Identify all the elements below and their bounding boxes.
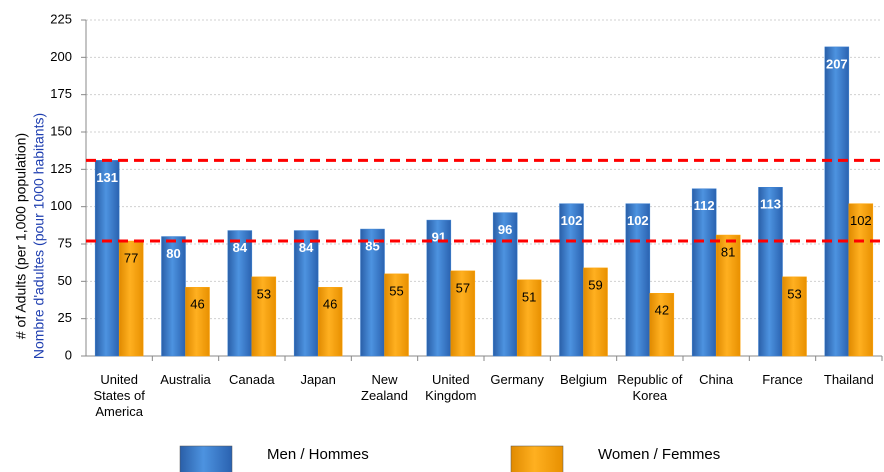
data-label: 51	[522, 289, 536, 304]
y-tick-label: 75	[58, 235, 72, 250]
data-label: 84	[233, 240, 248, 255]
x-tick-label: China	[699, 372, 734, 387]
legend-label: Men / Hommes	[267, 446, 369, 463]
bar	[94, 160, 120, 357]
y-axis-label: # of Adults (per 1,000 population)	[13, 133, 29, 339]
data-label: 53	[787, 286, 801, 301]
y-tick-label: 100	[50, 198, 72, 213]
bar	[426, 219, 452, 357]
bar	[649, 293, 675, 357]
x-tick-label: France	[762, 372, 803, 387]
bar	[384, 273, 409, 357]
x-tick-label: Japan	[300, 372, 336, 387]
y-tick-label: 150	[50, 123, 72, 138]
legend-swatch	[510, 445, 564, 472]
bar	[758, 187, 783, 357]
data-label: 57	[456, 280, 470, 295]
bar	[185, 287, 210, 357]
legend-label: Women / Femmes	[598, 446, 720, 463]
y-tick-label: 50	[58, 273, 72, 288]
data-label: 102	[627, 213, 649, 228]
y-axis-label-fr: Nombre d'adultes (pour 1000 habitants)	[31, 113, 47, 359]
bar	[450, 270, 476, 357]
x-tick-label: Thailand	[823, 372, 874, 387]
bar	[492, 212, 518, 357]
x-tick-label: Republic of Korea	[617, 372, 683, 403]
y-tick-label: 175	[50, 86, 72, 101]
bar	[118, 240, 144, 357]
y-tick-label: 0	[65, 347, 72, 362]
bar	[161, 236, 186, 357]
data-label: 102	[561, 213, 583, 228]
x-tick-label: United States of America	[93, 372, 145, 419]
bar	[715, 234, 741, 357]
data-label: 81	[721, 244, 735, 259]
bar	[824, 46, 850, 357]
bar	[583, 267, 608, 357]
data-label: 84	[299, 240, 314, 255]
bar	[782, 276, 807, 357]
data-label: 53	[257, 286, 271, 301]
data-label: 96	[498, 222, 512, 237]
x-tick-label: Germany	[490, 372, 544, 387]
y-tick-label: 125	[50, 161, 72, 176]
y-tick-label: 225	[50, 11, 72, 26]
bar	[293, 230, 319, 357]
data-label: 55	[389, 283, 403, 298]
data-label: 113	[760, 197, 781, 212]
data-label: 102	[850, 213, 872, 228]
x-tick-label: Australia	[160, 372, 211, 387]
data-label: 77	[124, 250, 138, 265]
data-label: 207	[826, 56, 848, 71]
x-tick-label: Belgium	[560, 372, 607, 387]
data-label: 80	[166, 246, 180, 261]
bar	[625, 203, 651, 357]
bar	[848, 203, 874, 357]
bar	[516, 279, 542, 357]
bar	[227, 230, 253, 357]
data-label: 42	[655, 303, 669, 318]
y-tick-label: 200	[50, 49, 72, 64]
bar	[691, 188, 717, 357]
data-label: 59	[588, 277, 602, 292]
data-label: 131	[96, 170, 118, 185]
x-tick-label: Canada	[229, 372, 275, 387]
x-tick-label: New Zealand	[361, 372, 408, 403]
data-label: 46	[323, 297, 337, 312]
bar	[251, 276, 277, 357]
legend-swatch	[179, 445, 233, 472]
data-label: 46	[190, 297, 204, 312]
bar	[317, 287, 343, 357]
data-label: 112	[694, 198, 715, 213]
y-tick-label: 25	[58, 310, 72, 325]
x-tick-label: United Kingdom	[425, 372, 477, 403]
